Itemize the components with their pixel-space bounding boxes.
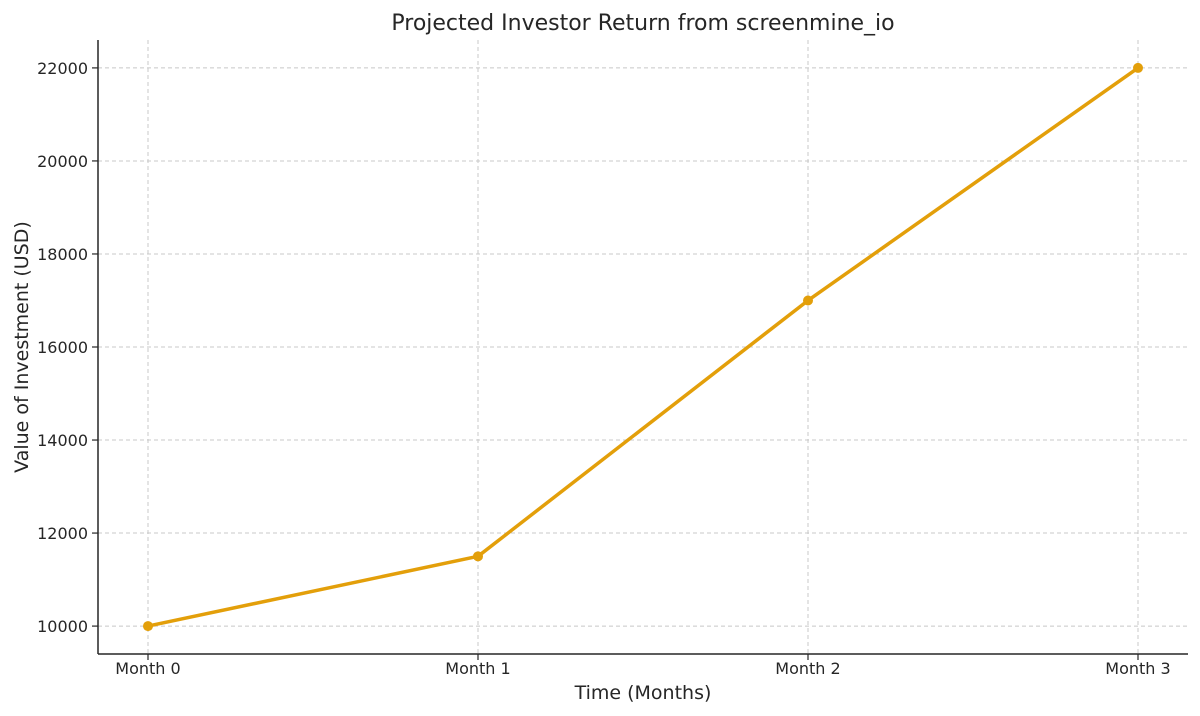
- data-point-0-1: [473, 551, 483, 562]
- x-tick-label-1: Month 1: [445, 659, 510, 678]
- data-point-0-3: [1133, 62, 1143, 73]
- y-axis-ticks: 10000 12000 14000 16000 18000 20000 22000: [37, 59, 98, 636]
- y-tick-label-0: 10000: [37, 617, 88, 636]
- y-tick-label-3: 16000: [37, 338, 88, 357]
- y-tick-label-2: 14000: [37, 431, 88, 450]
- x-tick-label-3: Month 3: [1105, 659, 1170, 678]
- y-tick-label-4: 18000: [37, 245, 88, 264]
- grid: [98, 40, 1188, 654]
- x-tick-label-0: Month 0: [115, 659, 180, 678]
- chart-title: Projected Investor Return from screenmin…: [391, 11, 894, 36]
- x-axis-label: Time (Months): [574, 682, 712, 704]
- y-tick-label-1: 12000: [37, 524, 88, 543]
- y-tick-label-6: 22000: [37, 59, 88, 78]
- series-line-0: [146, 66, 1140, 628]
- series-layer: [143, 62, 1143, 632]
- y-tick-label-5: 20000: [37, 152, 88, 171]
- data-point-0-0: [143, 621, 153, 632]
- x-tick-label-2: Month 2: [775, 659, 840, 678]
- x-axis-ticks: Month 0 Month 1 Month 2 Month 3: [115, 654, 1171, 678]
- data-point-0-2: [803, 295, 813, 306]
- y-axis-label: Value of Investment (USD): [11, 221, 33, 473]
